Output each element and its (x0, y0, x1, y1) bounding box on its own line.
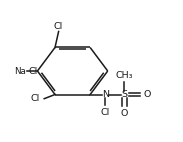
Text: Cl: Cl (30, 94, 40, 103)
Text: O: O (144, 90, 151, 99)
Text: Cl: Cl (101, 108, 110, 117)
Text: N: N (102, 90, 109, 99)
Text: CH₃: CH₃ (116, 71, 133, 81)
Text: O: O (121, 109, 128, 118)
Text: Na: Na (14, 66, 26, 76)
Text: Cl: Cl (28, 66, 37, 76)
Text: S: S (121, 90, 127, 99)
Text: Cl: Cl (54, 22, 63, 31)
